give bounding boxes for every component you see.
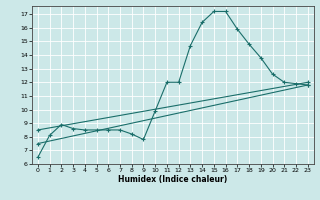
- X-axis label: Humidex (Indice chaleur): Humidex (Indice chaleur): [118, 175, 228, 184]
